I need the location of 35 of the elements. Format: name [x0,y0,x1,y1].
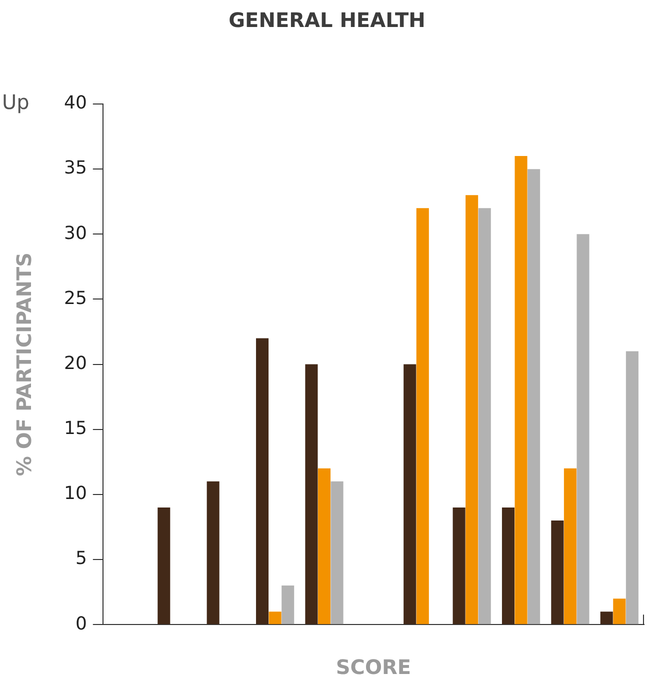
bar [564,468,576,624]
y-tick-label: 20 [64,352,87,374]
y-tick-label: 35 [64,158,87,179]
bar [626,351,638,624]
bar [330,481,344,624]
bar [502,507,514,624]
bar [528,169,540,624]
y-tick-label: 25 [64,288,87,309]
x-axis-title: SCORE [336,655,412,680]
bar [613,598,626,624]
bar [318,468,331,624]
y-tick-label: 5 [75,548,87,570]
bar [466,195,478,624]
y-tick-label: 30 [64,222,87,244]
y-tick-label: 40 [64,92,87,114]
y-tick-label: 10 [64,483,87,504]
bar [576,234,590,624]
bar [452,507,466,624]
bar [478,208,491,624]
bar [404,364,416,624]
bar [282,586,294,624]
bar [158,507,170,624]
y-tick-label: 0 [75,613,87,634]
bar [256,338,269,624]
bar [600,612,613,624]
chart-title: GENERAL HEALTH [228,8,426,32]
text: Up [2,90,30,114]
y-tick-label: 15 [64,418,87,440]
bar [551,520,564,624]
bar [514,156,528,624]
y-axis-title: % OF PARTICIPANTS [12,252,36,476]
bar [416,208,429,624]
bar [268,612,282,624]
bar [206,481,220,624]
bar [305,364,318,624]
